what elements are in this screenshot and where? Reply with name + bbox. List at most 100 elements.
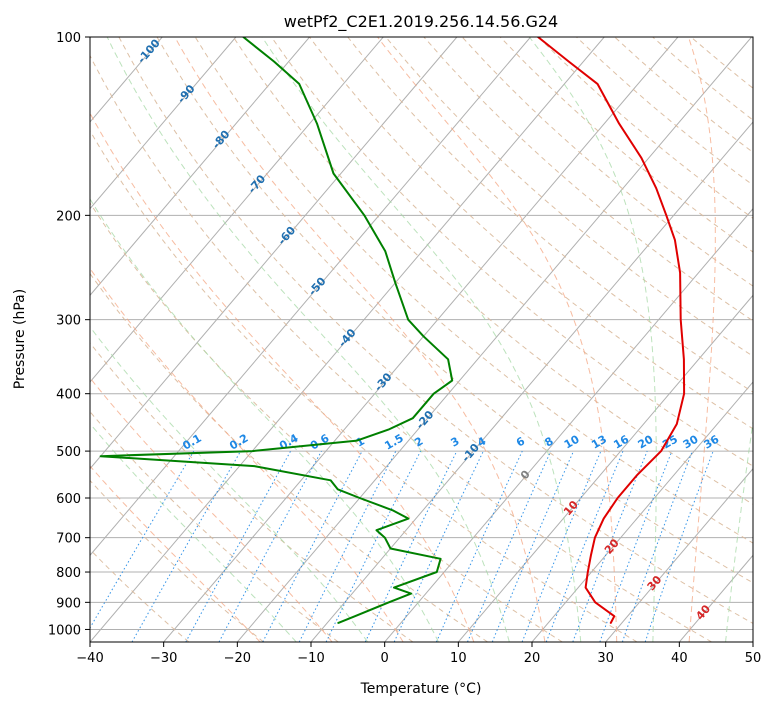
- mixing-ratio-line: [435, 450, 523, 642]
- isotherm-line: [310, 121, 753, 642]
- isotherm-line: [90, 37, 605, 642]
- mixing-ratio-line: [599, 450, 673, 642]
- isotherm-line: [90, 37, 384, 383]
- dry-adiabat: [270, 37, 753, 467]
- y-tick-label: 800: [56, 566, 81, 581]
- isotherm-line: [90, 37, 531, 557]
- series-layer: [99, 37, 686, 624]
- isotherm-line: [752, 641, 753, 642]
- chart-title: wetPf2_C2E1.2019.256.14.56.G24: [284, 12, 558, 32]
- dry-adiabat: [90, 272, 488, 642]
- y-tick-label: 300: [56, 314, 81, 329]
- mixing-ratio-label: 3: [448, 435, 461, 450]
- dry-adiabat: [347, 37, 753, 393]
- mixing-ratio-line: [621, 450, 693, 642]
- dry-adiabat: [156, 37, 753, 584]
- dry-adiabat: [232, 37, 753, 505]
- mixing-ratio-label: 6: [514, 434, 527, 449]
- moist-adiabat: [90, 377, 333, 642]
- dry-adiabat: [309, 37, 753, 430]
- mixing-ratio-label: 0.4: [277, 431, 301, 452]
- moist-adiabat: [90, 198, 439, 642]
- isotherm-line: [457, 294, 753, 642]
- x-tick-label: −30: [150, 651, 177, 666]
- mixing-ratio-label: 16: [611, 432, 631, 451]
- mixing-ratio-label-layer: 0.1 0.2 0.4 0.6 1 1.5 2 3 4 6 8 10 13 16 20 25 30 36: [180, 431, 721, 452]
- y-tick-label: 700: [56, 532, 81, 547]
- mixing-ratio-label: 0.6: [308, 431, 332, 452]
- dry-adiabat: [499, 37, 753, 253]
- mixing-ratio-line: [491, 450, 574, 642]
- moist-adiabat: [90, 326, 369, 642]
- dry-adiabat: [461, 37, 753, 287]
- mixing-ratio-line: [185, 450, 292, 642]
- moist-adiabat: [90, 112, 475, 642]
- dry-adiabat: [118, 37, 753, 624]
- dry-adiabat: [90, 342, 414, 642]
- y-tick-label: 200: [56, 209, 81, 224]
- mixing-ratio-line: [364, 450, 458, 642]
- moist-adiabat: [106, 37, 510, 642]
- mixing-ratio-label: 20: [636, 432, 656, 451]
- dry-adiabat: [537, 37, 753, 219]
- isotherm-line: [90, 37, 458, 470]
- dry-adiabat: [690, 37, 753, 89]
- mixing-ratio-line: [298, 450, 397, 642]
- mixing-ratio-layer: [90, 450, 714, 642]
- moist-adiabat: [174, 37, 546, 642]
- moist-adiabat: [528, 37, 657, 642]
- plot-frame: [89, 36, 754, 643]
- mixing-ratio-label: 8: [542, 435, 555, 450]
- dry-adiabat: [614, 37, 753, 153]
- x-tick-label: −40: [76, 651, 103, 666]
- x-tick-label: 20: [524, 651, 541, 666]
- x-tick-label: 10: [450, 651, 467, 666]
- mixing-ratio-line: [545, 450, 624, 642]
- y-tick-label: 100: [56, 31, 81, 46]
- isotherm-line: [605, 467, 753, 642]
- mixing-ratio-line: [644, 450, 714, 642]
- mixing-ratio-line: [572, 450, 648, 642]
- mixing-ratio-line: [521, 450, 602, 642]
- dry-adiabat: [90, 410, 339, 642]
- y-axis: 100 200 300 400 500 600 700 800 900 1000: [48, 31, 90, 638]
- x-tick-label: 40: [671, 651, 688, 666]
- temperature-profile-line: [537, 37, 686, 624]
- mixing-ratio-line: [262, 450, 363, 642]
- x-axis: −40 −30 −20 −10 0 10 20 30 40 50: [76, 642, 761, 666]
- mixing-ratio-label: 30: [681, 432, 701, 451]
- isotherm-line: [384, 207, 753, 642]
- isotherm-line: [531, 381, 753, 642]
- y-axis-title: Pressure (hPa): [12, 289, 28, 389]
- y-tick-label: 400: [56, 388, 81, 403]
- dry-adiabat: [90, 548, 190, 642]
- x-tick-label: 30: [597, 651, 614, 666]
- moist-adiabat: [90, 422, 297, 642]
- isotherm-line: [236, 37, 752, 642]
- mixing-ratio-line: [218, 450, 322, 642]
- isotherm-line: [90, 37, 237, 210]
- grid-layer: [90, 37, 753, 642]
- isotherm-line: [90, 37, 310, 297]
- moist-adiabat: [725, 418, 753, 642]
- moist-adiabat: [90, 267, 404, 642]
- mixing-ratio-label: 0.2: [227, 432, 250, 453]
- dry-adiabat: [90, 479, 264, 642]
- mixing-ratio-line: [393, 450, 484, 642]
- y-tick-label: 600: [56, 492, 81, 507]
- x-tick-label: −10: [297, 651, 324, 666]
- mixing-ratio-label: 1.5: [382, 432, 405, 453]
- dewpoint-profile-line: [99, 37, 454, 624]
- dry-adiabat: [90, 129, 638, 642]
- mixing-ratio-label: 13: [589, 433, 609, 452]
- dry-adiabat: [90, 202, 563, 642]
- dry-adiabat: [194, 37, 753, 544]
- dry-adiabat: [423, 37, 753, 322]
- dry-adiabat: [385, 37, 753, 357]
- mixing-ratio-label: 10: [562, 432, 582, 451]
- x-tick-label: 0: [381, 651, 389, 666]
- y-tick-label: 1000: [48, 623, 81, 638]
- isotherm-line: [163, 37, 679, 642]
